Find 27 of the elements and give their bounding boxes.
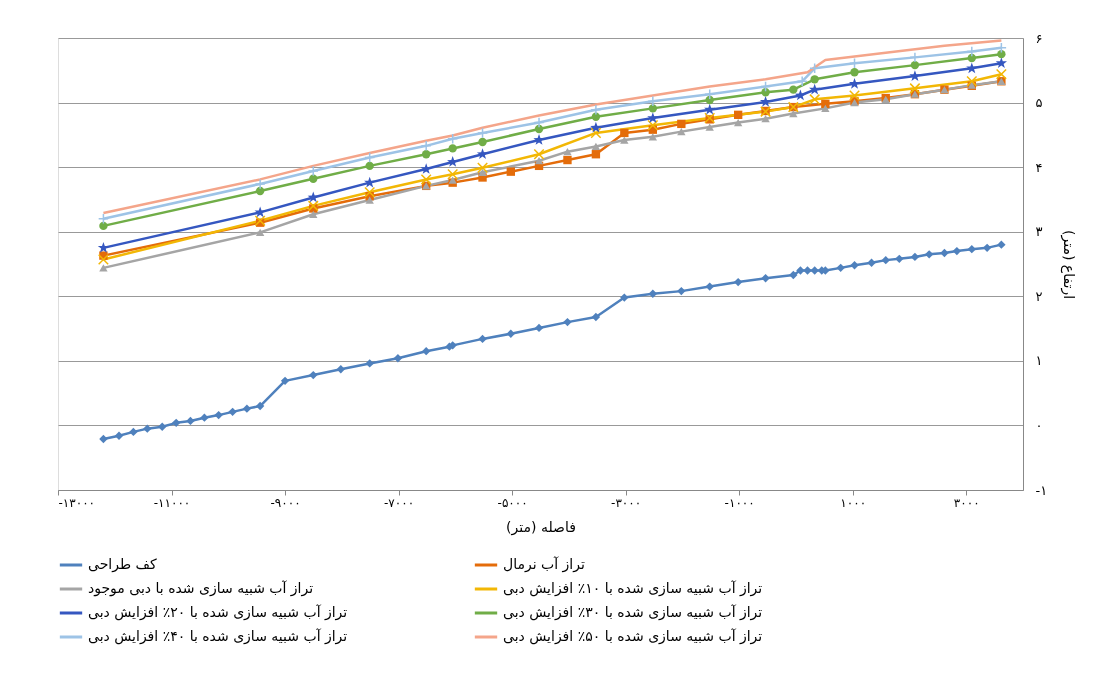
x-tick-label: -۳۰۰۰ [611, 495, 642, 510]
x-tick-label: -۵۰۰۰ [497, 495, 528, 510]
y-tick-label: ۳ [1035, 224, 1043, 240]
legend-label: تراز آب شبیه سازی شده با ۱۰٪ افزایش دبی [503, 580, 763, 597]
x-tick-label: -۱۰۰۰ [724, 495, 755, 510]
legend-label: تراز آب نرمال [503, 556, 585, 573]
y-tick-label: ۰ [1035, 417, 1043, 433]
legend-label: تراز آب شبیه سازی شده با ۲۰٪ افزایش دبی [88, 604, 348, 621]
x-tick-label: -۱۳۰۰۰ [58, 495, 96, 510]
x-axis-title: فاصله (متر) [506, 518, 576, 536]
x-tick-label: ۱۰۰۰ [840, 495, 867, 510]
x-tick-label: ۳۰۰۰ [953, 495, 980, 510]
y-tick-label: ۲ [1035, 288, 1043, 304]
y-tick-label: ۶ [1035, 30, 1043, 46]
y-tick-label: -۱ [1035, 482, 1048, 498]
x-tick-label: -۱۱۰۰۰ [153, 495, 191, 510]
y-tick-label: ۵ [1035, 95, 1043, 111]
x-tick-label: -۹۰۰۰ [270, 495, 301, 510]
y-tick-label: ۱ [1035, 353, 1043, 369]
legend-label: تراز آب شبیه سازی شده با ۴۰٪ افزایش دبی [88, 628, 348, 645]
x-tick-label: -۷۰۰۰ [384, 495, 415, 510]
y-tick-label: ۴ [1035, 159, 1043, 175]
legend-label: تراز آب شبیه سازی شده با دبی موجود [88, 580, 314, 597]
legend-label: کف طراحی [88, 556, 158, 573]
legend-label: تراز آب شبیه سازی شده با ۳۰٪ افزایش دبی [503, 604, 763, 621]
legend-label: تراز آب شبیه سازی شده با ۵۰٪ افزایش دبی [503, 628, 763, 645]
y-axis-title: ارتفاع (متر) [1060, 229, 1078, 300]
